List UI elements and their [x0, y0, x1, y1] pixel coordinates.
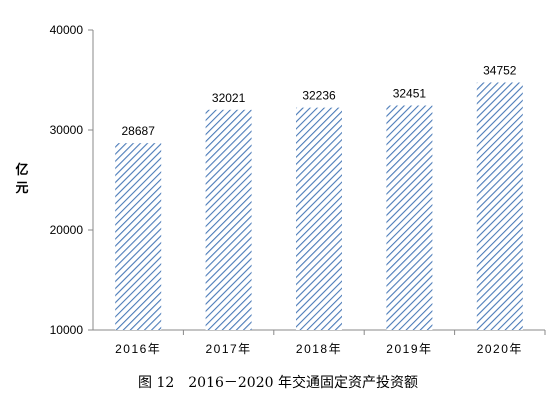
data-labels: 28687 32021 32236 32451 34752: [122, 63, 517, 138]
category-label: 2017年: [205, 342, 251, 356]
category-label: 2018年: [296, 342, 342, 356]
bar: [115, 143, 162, 330]
bar-chart: 亿元 10000 20000 30000 40000 28687 32021 32236 3…: [15, 23, 546, 356]
bar: [386, 105, 433, 331]
data-label: 28687: [122, 124, 156, 138]
data-label: 32021: [212, 91, 246, 105]
y-tick-label: 40000: [50, 23, 84, 37]
y-tick-label: 20000: [50, 223, 84, 237]
category-label: 2016年: [115, 342, 161, 356]
y-ticks: 10000 20000 30000 40000: [50, 23, 93, 337]
y-axis-label: 亿元: [15, 162, 28, 196]
figure-caption: 图 12 2016－2020 年交通固定资产投资额: [138, 375, 418, 391]
bar: [205, 109, 252, 330]
bar: [296, 107, 342, 330]
category-labels: 2016年 2017年 2018年 2019年 2020年: [115, 330, 546, 356]
data-label: 34752: [483, 63, 517, 77]
y-tick-label: 30000: [50, 123, 84, 137]
category-label: 2019年: [386, 342, 432, 356]
y-tick-label: 10000: [50, 323, 84, 337]
category-label: 2020年: [477, 342, 523, 356]
data-label: 32451: [393, 86, 427, 100]
data-label: 32236: [302, 89, 336, 103]
bars: [115, 82, 523, 331]
bar: [476, 82, 523, 330]
